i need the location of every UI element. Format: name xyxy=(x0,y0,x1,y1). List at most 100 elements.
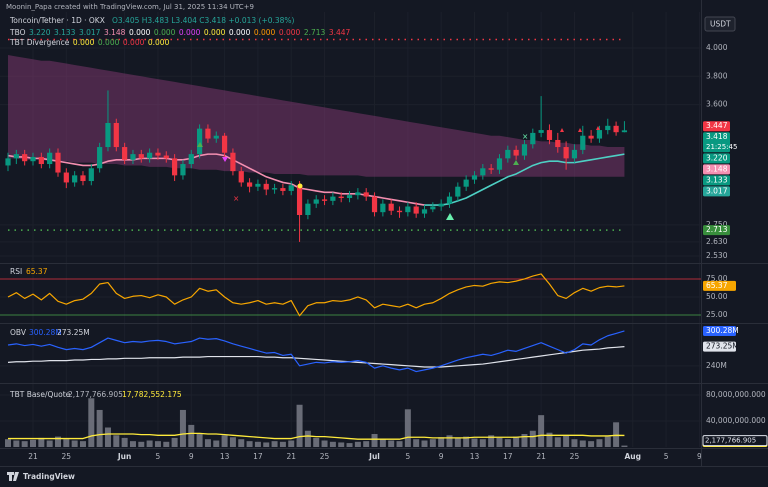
volume-bar xyxy=(304,430,311,447)
candle-body xyxy=(346,195,353,199)
indicator-value: 0.000 xyxy=(179,28,201,37)
volume-bar xyxy=(596,439,603,447)
date-label: Jun xyxy=(117,452,131,461)
candle-body xyxy=(105,122,111,148)
volume-bar xyxy=(188,424,195,447)
candle-body xyxy=(280,188,286,191)
volume-bar xyxy=(121,437,128,447)
obv-ma-value: 273.25M xyxy=(57,328,90,337)
volume-bar xyxy=(396,441,403,447)
currency-label[interactable]: USDT xyxy=(710,20,731,29)
indicator-name: TBT Divergence xyxy=(9,38,70,47)
indicator-value: 0.000 xyxy=(204,28,226,37)
indicator-value: 3.017 xyxy=(79,28,101,37)
volume-bar xyxy=(488,435,495,447)
candle-body xyxy=(180,164,186,176)
candle-body xyxy=(596,130,603,139)
volume-bar xyxy=(221,435,228,447)
volume-bar xyxy=(263,442,270,447)
value-tag-label: 273.25M xyxy=(706,342,739,351)
rsi-value: 65.37 xyxy=(26,267,48,276)
volume-bar xyxy=(329,441,336,447)
indicator-line xyxy=(7,345,625,368)
candle-body xyxy=(230,152,236,172)
y-tick-label: 2.750 xyxy=(706,220,728,229)
cross-marker: × xyxy=(233,194,239,203)
volume-bar xyxy=(496,437,503,447)
candle-body xyxy=(563,147,569,159)
candle-body xyxy=(72,175,78,183)
buy-marker xyxy=(513,160,519,165)
candle-body xyxy=(530,132,536,145)
candle-body xyxy=(463,179,469,187)
candle-body xyxy=(521,144,528,156)
volume-bar xyxy=(504,439,511,447)
volume-bar xyxy=(421,440,428,447)
candle-body xyxy=(271,188,278,190)
candle-body xyxy=(430,206,436,210)
candle-body xyxy=(605,125,611,131)
currency-box[interactable] xyxy=(704,16,736,32)
volume-bar xyxy=(546,432,553,447)
y-tick-label: 4.000 xyxy=(706,43,728,52)
buy-marker xyxy=(446,213,454,220)
dot-marker xyxy=(297,183,303,189)
indicator-value: 0.000 xyxy=(154,28,176,37)
y-tick-label: 80,000,000.000 xyxy=(706,390,766,399)
volume-bar xyxy=(38,437,45,447)
candle-body xyxy=(221,135,228,153)
candle-body xyxy=(5,158,11,166)
candle-body xyxy=(338,196,344,199)
logo: TradingView xyxy=(7,472,75,481)
candle-body xyxy=(580,135,586,150)
volume-bar xyxy=(146,440,153,447)
volume-bar xyxy=(71,440,78,447)
volume-bar xyxy=(438,437,445,447)
volume-bar xyxy=(5,439,12,447)
value-tag-label: 65.37 xyxy=(706,281,728,290)
date-label: 25 xyxy=(320,452,330,461)
date-label: 25 xyxy=(570,452,580,461)
volume-bar xyxy=(204,439,211,447)
volume-bar xyxy=(563,435,570,447)
candle-body xyxy=(588,135,594,139)
ma-line xyxy=(7,153,625,206)
value-tag xyxy=(703,325,736,336)
price-tag-label: 3.418 xyxy=(706,132,728,141)
volume-bar xyxy=(604,436,611,447)
volume-bar xyxy=(21,441,28,447)
volume-bar xyxy=(104,427,111,447)
price-tag xyxy=(703,175,730,186)
volume-bar xyxy=(313,437,320,447)
plot xyxy=(5,38,628,447)
volume-bar xyxy=(96,409,103,447)
symbol-legend: Toncoin/Tether · 1D · OKX O3.405 H3.483 … xyxy=(9,16,295,25)
value-tag xyxy=(703,341,736,352)
date-label: 9 xyxy=(697,452,702,461)
volume-bar xyxy=(621,445,628,447)
candle-body xyxy=(80,175,86,182)
volume-ma-line xyxy=(8,432,625,440)
currency-button[interactable]: USDT xyxy=(704,16,736,32)
volume-bar xyxy=(579,440,586,447)
price-tag-label: 2.713 xyxy=(706,225,728,234)
indicator-value: 0.000 xyxy=(254,28,276,37)
cross-marker: × xyxy=(522,132,528,141)
indicator-value: 0.000 xyxy=(129,28,151,37)
indicator-value: 0.000 xyxy=(123,38,145,47)
volume-bar xyxy=(363,441,370,447)
candle-body xyxy=(555,139,561,148)
candle-body xyxy=(22,154,28,162)
price-tag-label: 3.220 xyxy=(706,153,728,162)
candle-body xyxy=(496,158,503,170)
axis-tags: 3.447 3.418 21:25:45 3.220 3.148 3.133 3.017 2.… xyxy=(702,121,768,447)
date-label: 21 xyxy=(536,452,546,461)
candle-body xyxy=(330,196,336,201)
volume-bar xyxy=(113,435,120,447)
date-label: Aug xyxy=(625,452,642,461)
date-label: 9 xyxy=(439,452,444,461)
price-tag xyxy=(703,121,730,132)
volume-bar xyxy=(229,437,236,447)
